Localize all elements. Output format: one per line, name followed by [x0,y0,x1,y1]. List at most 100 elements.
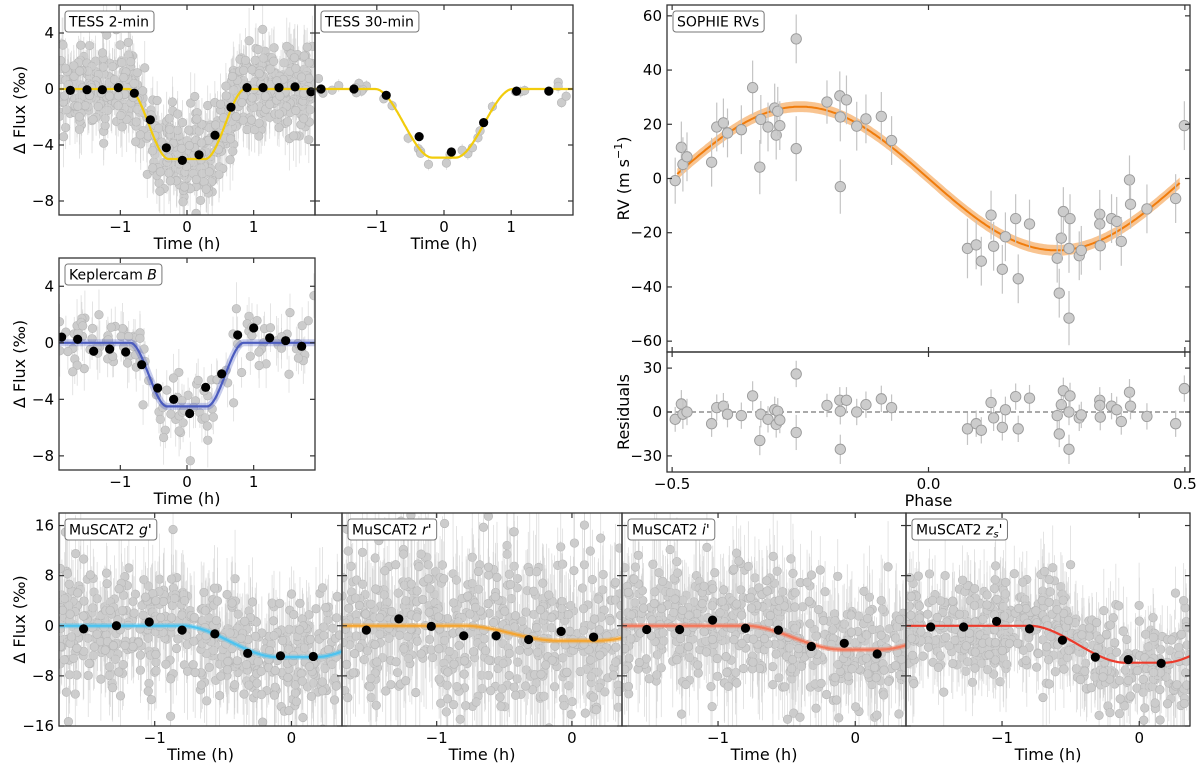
rv-data-point [1169,192,1182,205]
raw-data-point [211,615,222,626]
raw-data-point [59,346,65,356]
raw-data-point [144,678,154,688]
raw-data-point [424,607,434,617]
raw-data-point [588,692,598,702]
residual-data-point [885,401,898,414]
raw-data-point [65,609,75,619]
residual-data-point [860,399,872,411]
raw-data-point [264,646,275,656]
raw-data-point [509,527,519,537]
raw-data-point [244,680,254,690]
raw-data-point [303,316,313,326]
raw-data-point [254,69,264,79]
raw-data-point [232,656,242,666]
raw-data-point [297,676,307,686]
raw-data-point [366,599,376,609]
raw-data-point [585,546,595,556]
raw-data-point [291,63,301,73]
x-tick-label: 0 [567,729,577,747]
raw-data-point [148,163,158,173]
raw-data-points [59,273,315,470]
raw-data-point [59,641,66,652]
raw-data-point [478,522,489,532]
plot-area [622,513,906,726]
raw-data-point [520,85,530,96]
raw-data-point [544,590,554,600]
y-tick-label: 20 [643,115,662,133]
binned-data-point [290,82,300,92]
raw-data-point [444,646,455,656]
y-axis-label: Residuals [614,374,633,450]
raw-data-point [236,633,246,643]
panel-label-text: TESS 30-min [324,15,414,31]
raw-data-point [323,645,334,655]
x-tick-label: 1 [506,218,516,236]
rv-data-point [885,134,898,147]
raw-data-point [214,690,225,701]
rv-data-point [1075,244,1087,256]
rv-data-point [975,255,987,267]
raw-data-point [502,540,512,551]
residual-data-point [985,396,997,409]
y-axis-label: Δ Flux (‰) [10,320,29,408]
rv-data-point [1141,203,1153,215]
raw-data-point [222,665,233,675]
raw-data-point [227,71,238,82]
raw-data-point [393,588,403,598]
binned-data-point [308,651,318,662]
raw-data-point [128,641,138,652]
binned-data-point [194,150,204,160]
binned-data-point [161,143,171,153]
residual-data-point [996,421,1008,434]
transit-model-line [59,624,342,659]
raw-data-point [492,572,502,582]
y-tick-label: −40 [630,278,662,296]
raw-data-point [732,678,742,688]
binned-data-point [79,624,89,634]
raw-data-point [479,725,481,726]
residual-data-point [1123,386,1136,398]
rv-data-point [735,124,747,136]
raw-data-point [74,112,84,122]
binned-data-point [177,155,187,165]
raw-data-point [84,658,94,668]
raw-data-point [113,101,123,111]
rv-data-point [860,113,872,125]
binned-data-point [144,617,154,627]
raw-data-point [593,594,603,604]
raw-data-point [595,650,605,660]
raw-data-point [589,614,600,624]
raw-data-point [547,655,557,665]
rv-data-point [772,105,784,117]
binned-data-point [524,634,534,645]
raw-data-point [370,553,380,563]
raw-data-point [531,622,542,633]
binned-data-point [588,632,599,642]
raw-data-point [349,648,360,659]
raw-data-point [321,602,331,613]
rv-data-point [1055,232,1067,244]
residual-data-point [1178,382,1190,395]
raw-data-point [215,99,226,109]
raw-data-point [362,646,373,656]
raw-data-point [815,565,825,575]
raw-data-point [114,667,124,677]
raw-data-point [139,575,149,585]
raw-data-point [883,562,893,572]
residual-data-point [875,393,887,405]
raw-data-point [304,135,314,145]
y-tick-label: −60 [630,332,662,350]
raw-data-point [124,563,134,573]
y-tick-label: 4 [44,277,54,295]
raw-data-point [212,596,223,606]
raw-data-point [348,668,358,678]
rv-data-point [1051,252,1063,264]
x-tick-label: 0.0 [917,475,941,493]
y-tick-label: 0 [44,617,54,635]
raw-data-point [350,593,361,603]
raw-data-point [406,513,416,520]
raw-data-point [614,687,622,697]
raw-data-point [223,378,233,388]
raw-data-point [425,584,435,594]
raw-data-point [231,111,241,122]
